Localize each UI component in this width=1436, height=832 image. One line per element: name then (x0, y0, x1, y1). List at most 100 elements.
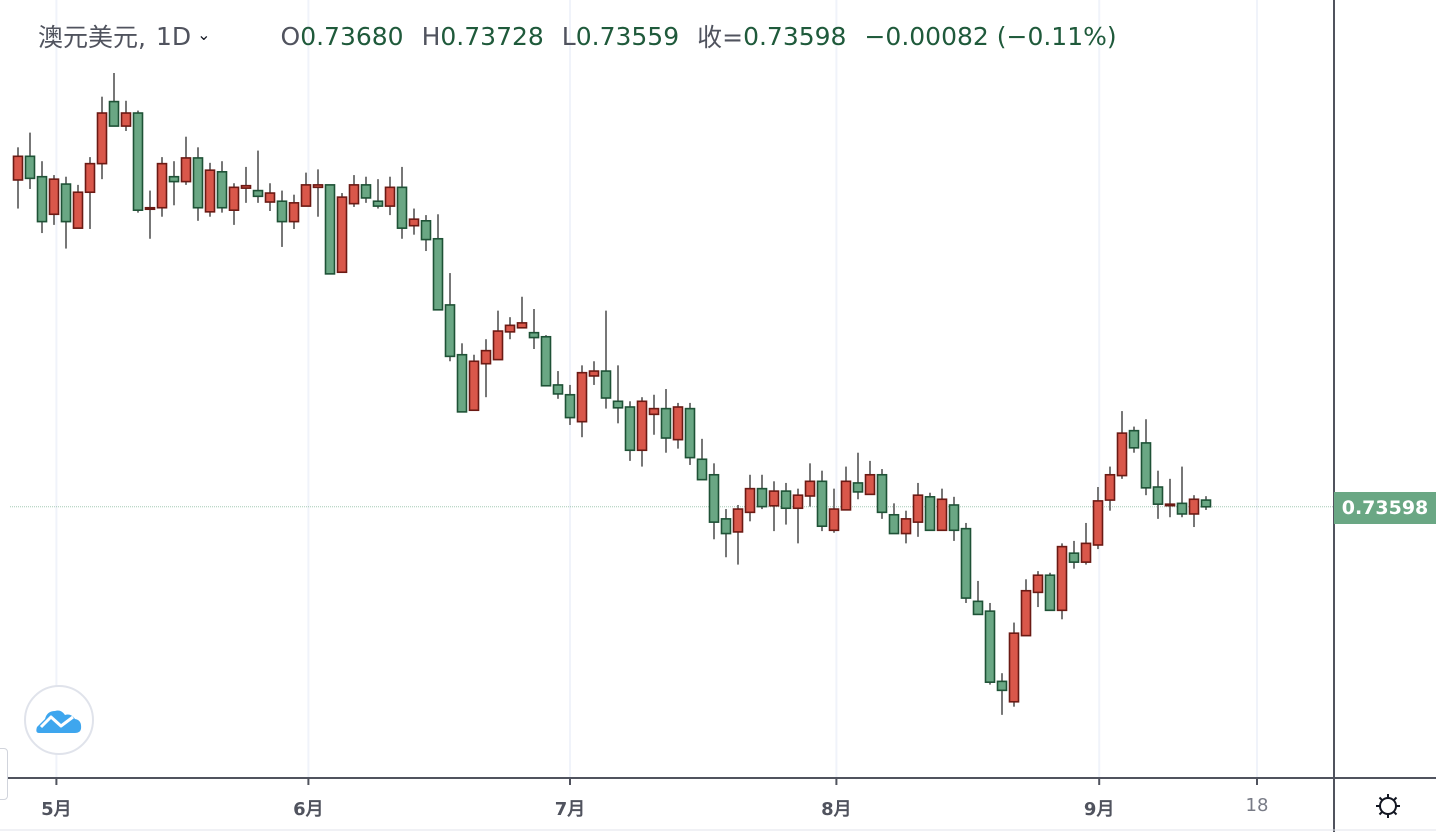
candle[interactable] (312, 169, 324, 217)
candle[interactable] (132, 110, 144, 213)
candle[interactable] (1008, 622, 1020, 707)
candle[interactable] (504, 317, 516, 340)
candle[interactable] (492, 310, 504, 361)
candle[interactable] (792, 488, 804, 544)
candle[interactable] (864, 460, 876, 496)
candle[interactable] (288, 194, 300, 229)
candle[interactable] (300, 172, 312, 207)
candle[interactable] (48, 175, 60, 225)
candle[interactable] (72, 184, 84, 229)
candle[interactable] (348, 175, 360, 207)
candle[interactable] (756, 474, 768, 510)
candle[interactable] (612, 365, 624, 424)
candle[interactable] (420, 215, 432, 252)
candle[interactable] (708, 463, 720, 540)
candle[interactable] (672, 402, 684, 449)
candle[interactable] (204, 162, 216, 217)
chevron-down-icon[interactable]: ⌄ (197, 24, 211, 44)
candle[interactable] (1092, 487, 1104, 550)
symbol-name[interactable]: 澳元美元, (38, 23, 146, 52)
candle[interactable] (468, 354, 480, 412)
interval-label[interactable]: 1D (155, 21, 192, 51)
candle[interactable] (432, 214, 444, 311)
candle[interactable] (972, 580, 984, 616)
candle[interactable] (816, 470, 828, 532)
candle[interactable] (36, 161, 48, 234)
candle[interactable] (252, 150, 264, 203)
candle[interactable] (624, 401, 636, 461)
candle[interactable] (1176, 466, 1188, 518)
candle[interactable] (228, 183, 240, 225)
candle[interactable] (384, 176, 396, 216)
candle[interactable] (1032, 571, 1044, 608)
candle[interactable] (732, 504, 744, 565)
candle[interactable] (516, 296, 528, 329)
candle[interactable] (180, 136, 192, 185)
candle[interactable] (948, 496, 960, 541)
candle[interactable] (876, 469, 888, 519)
candle[interactable] (1140, 419, 1152, 496)
candle[interactable] (60, 176, 72, 249)
candle[interactable] (660, 389, 672, 453)
candle[interactable] (1104, 466, 1116, 511)
candle[interactable] (720, 509, 732, 558)
candle[interactable] (984, 602, 996, 685)
candle[interactable] (828, 488, 840, 533)
candle[interactable] (216, 161, 228, 213)
candle[interactable] (1056, 543, 1068, 620)
candle[interactable] (744, 474, 756, 522)
candle[interactable] (924, 492, 936, 532)
candle[interactable] (648, 394, 660, 435)
candle[interactable] (996, 673, 1008, 715)
candle[interactable] (1020, 579, 1032, 637)
candle[interactable] (552, 371, 564, 399)
side-panel-handle[interactable] (0, 748, 8, 800)
candle[interactable] (852, 452, 864, 500)
candle[interactable] (360, 176, 372, 203)
candle[interactable] (1044, 572, 1056, 612)
candle[interactable] (528, 308, 540, 350)
candle[interactable] (768, 481, 780, 532)
candle[interactable] (804, 463, 816, 507)
candle[interactable] (564, 384, 576, 425)
candle[interactable] (12, 147, 24, 209)
candle[interactable] (156, 157, 168, 217)
candle[interactable] (1128, 426, 1140, 453)
candle[interactable] (1068, 540, 1080, 569)
candle[interactable] (408, 208, 420, 235)
candle[interactable] (24, 132, 36, 189)
candle[interactable] (960, 522, 972, 603)
candle[interactable] (276, 190, 288, 247)
candle[interactable] (456, 343, 468, 413)
candle[interactable] (900, 510, 912, 544)
candle[interactable] (480, 339, 492, 398)
candle[interactable] (696, 438, 708, 481)
candle[interactable] (240, 166, 252, 203)
candle[interactable] (1188, 495, 1200, 528)
candle[interactable] (780, 482, 792, 525)
candle[interactable] (144, 190, 156, 239)
candle[interactable] (192, 147, 204, 221)
candle[interactable] (1152, 470, 1164, 519)
settings-icon[interactable] (1374, 792, 1402, 820)
candle[interactable] (1200, 496, 1212, 510)
candle[interactable] (540, 335, 552, 387)
candle[interactable] (1164, 478, 1176, 518)
candle[interactable] (108, 73, 120, 127)
candle[interactable] (1080, 522, 1092, 565)
candle[interactable] (576, 365, 588, 438)
candle[interactable] (168, 161, 180, 206)
candle[interactable] (96, 96, 108, 180)
candle[interactable] (912, 482, 924, 537)
candle[interactable] (324, 184, 336, 275)
candle[interactable] (84, 157, 96, 229)
candle[interactable] (684, 402, 696, 465)
candle[interactable] (120, 100, 132, 131)
candle[interactable] (840, 466, 852, 511)
candle[interactable] (588, 361, 600, 385)
candle[interactable] (336, 193, 348, 274)
candle[interactable] (936, 488, 948, 532)
candle[interactable] (888, 503, 900, 535)
candle[interactable] (1116, 411, 1128, 479)
